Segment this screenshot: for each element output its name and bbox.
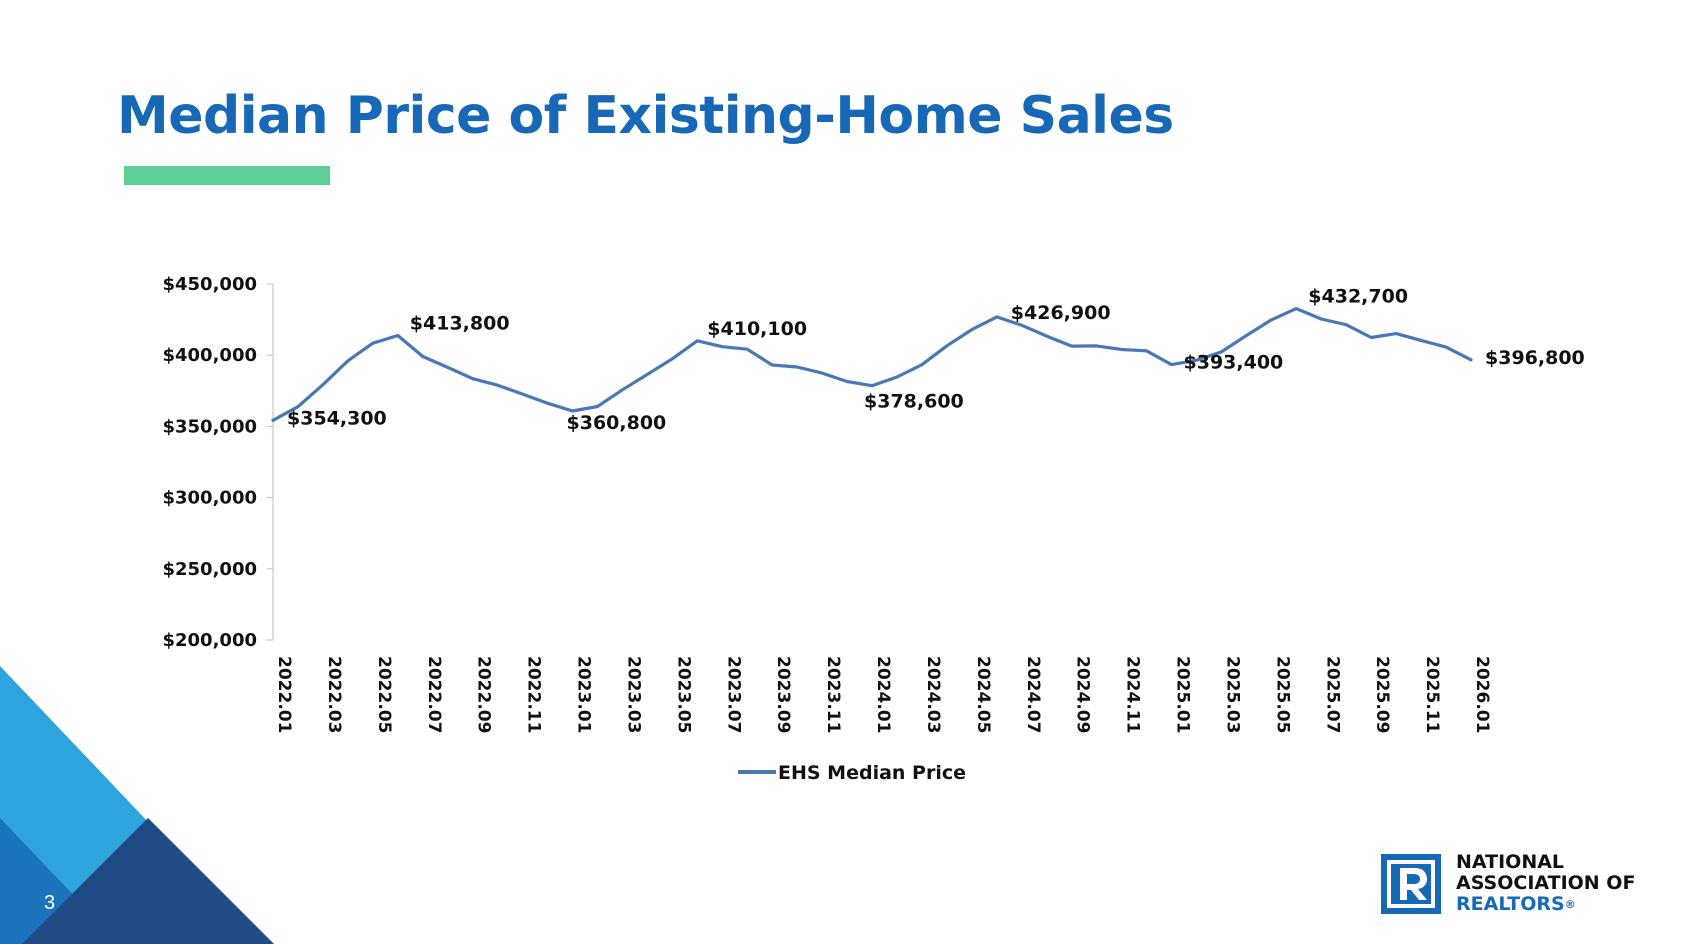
series-line-ehs-median-price (271, 307, 1473, 422)
page-title: Median Price of Existing-Home Sales (117, 86, 1174, 146)
x-tick-label: 2024.03 (923, 656, 943, 733)
x-tick-label: 2022.11 (524, 656, 544, 733)
x-tick-label: 2023.09 (773, 656, 793, 733)
x-tick-label: 2025.09 (1372, 656, 1392, 733)
logo-line-2: ASSOCIATION OF (1456, 872, 1636, 894)
page-number: 3 (44, 892, 56, 914)
x-tick-label: 2022.03 (324, 656, 344, 733)
logo-realtors: REALTORS (1456, 893, 1565, 915)
x-tick-label: 2026.01 (1472, 656, 1492, 733)
chart-legend: EHS Median Price (738, 762, 966, 784)
title-accent-bar (124, 166, 330, 185)
x-tick-label: 2025.11 (1422, 656, 1442, 733)
x-tick-label: 2022.07 (424, 656, 444, 733)
y-axis-ticks: $450,000 $400,000 $350,000 $300,000 $250,000… (162, 274, 273, 651)
x-tick-label: 2023.03 (623, 656, 643, 733)
realtor-r-icon (1381, 854, 1441, 914)
x-tick-label: 2023.11 (823, 656, 843, 733)
x-tick-label: 2024.01 (873, 656, 893, 733)
y-tick-label: $300,000 (162, 488, 257, 509)
series-group (271, 307, 1473, 422)
data-labels: $354,300 $413,800 $360,800 $410,100 $378,600… (287, 286, 1585, 434)
x-tick-label: 2022.09 (474, 656, 494, 733)
data-label: $432,700 (1308, 286, 1408, 308)
data-label: $393,400 (1184, 352, 1284, 374)
x-tick-label: 2025.01 (1173, 656, 1193, 733)
x-tick-label: 2023.01 (574, 656, 594, 733)
data-label: $426,900 (1011, 302, 1111, 324)
data-label: $378,600 (864, 391, 964, 413)
data-label: $413,800 (410, 313, 510, 335)
x-tick-label: 2024.07 (1023, 656, 1043, 733)
data-label: $360,800 (567, 412, 667, 434)
legend-label: EHS Median Price (778, 762, 966, 784)
data-label: $396,800 (1485, 347, 1585, 369)
data-label: $410,100 (707, 318, 807, 340)
registered-mark: ® (1564, 898, 1576, 911)
x-axis-ticks: 2022.01 2022.03 2022.05 2022.07 2022.09 2022.… (274, 656, 1492, 733)
logo-wordmark: NATIONAL ASSOCIATION OF REALTORS® (1456, 852, 1635, 915)
y-tick-label: $250,000 (162, 559, 257, 580)
data-label: $354,300 (287, 407, 387, 429)
x-tick-label: 2022.01 (274, 656, 294, 733)
x-tick-label: 2024.11 (1123, 656, 1143, 733)
x-tick-label: 2025.07 (1322, 656, 1342, 733)
x-tick-label: 2023.05 (673, 656, 693, 733)
y-tick-label: $350,000 (162, 416, 257, 437)
x-tick-label: 2025.03 (1222, 656, 1242, 733)
logo-line-3: REALTORS® (1456, 894, 1635, 915)
y-tick-label: $400,000 (162, 345, 257, 366)
corner-decoration (0, 666, 274, 944)
x-tick-label: 2024.09 (1073, 656, 1093, 733)
x-tick-label: 2024.05 (973, 656, 993, 733)
logo-line-1: NATIONAL (1456, 851, 1565, 873)
x-tick-label: 2022.05 (374, 656, 394, 733)
y-tick-label: $200,000 (162, 630, 257, 651)
x-tick-label: 2023.07 (723, 656, 743, 733)
x-tick-label: 2025.05 (1272, 656, 1292, 733)
y-tick-label: $450,000 (162, 274, 257, 295)
